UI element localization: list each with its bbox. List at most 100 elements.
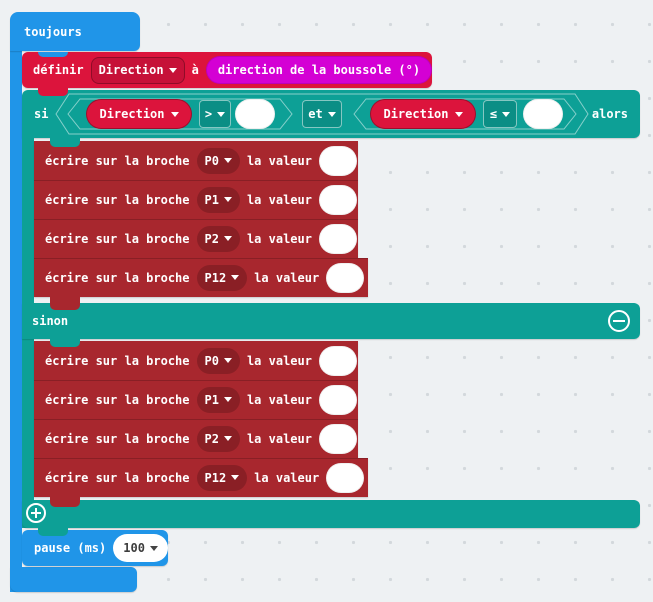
pin-dropdown[interactable]: P1 bbox=[196, 386, 240, 413]
write-pin-label: écrire sur la broche bbox=[45, 153, 190, 168]
condition2-operator-dropdown[interactable]: ≤ bbox=[483, 100, 517, 128]
pin-dropdown-value: P2 bbox=[204, 431, 219, 446]
else-bar[interactable]: sinon bbox=[22, 297, 640, 339]
condition1-variable-label: Direction bbox=[99, 107, 165, 121]
write-pin-label: écrire sur la broche bbox=[45, 392, 190, 407]
value-label: la valeur bbox=[254, 270, 320, 285]
write-pin-label: écrire sur la broche bbox=[45, 231, 190, 246]
digital-write-block-else-p12[interactable]: écrire sur la broche P12 la valeur bbox=[34, 458, 368, 497]
caret-down-icon bbox=[223, 436, 232, 441]
condition2-value-input[interactable] bbox=[523, 99, 563, 129]
compass-heading-label: direction de la boussole (°) bbox=[217, 63, 421, 77]
pin-dropdown[interactable]: P2 bbox=[196, 225, 240, 252]
pin-value-input[interactable] bbox=[326, 462, 365, 493]
caret-down-icon bbox=[223, 358, 232, 363]
pin-dropdown[interactable]: P1 bbox=[196, 186, 240, 213]
caret-down-icon bbox=[170, 111, 179, 117]
digital-write-block-then-p12[interactable]: écrire sur la broche P12 la valeur bbox=[34, 258, 368, 297]
pause-duration-dropdown[interactable]: 100 bbox=[113, 534, 168, 562]
caret-down-icon bbox=[149, 545, 158, 551]
condition1-variable-reporter[interactable]: Direction bbox=[86, 99, 192, 129]
value-label: la valeur bbox=[246, 353, 312, 368]
value-label: la valeur bbox=[246, 153, 312, 168]
caret-down-icon bbox=[231, 475, 240, 480]
to-label: à bbox=[191, 63, 199, 77]
pin-dropdown-value: P1 bbox=[204, 392, 219, 407]
caret-down-icon bbox=[327, 111, 336, 117]
write-pin-label: écrire sur la broche bbox=[45, 270, 190, 285]
caret-down-icon bbox=[231, 275, 240, 280]
pin-dropdown-value: P1 bbox=[204, 192, 219, 207]
value-label: la valeur bbox=[254, 470, 320, 485]
value-label: la valeur bbox=[246, 431, 312, 446]
condition2-variable-reporter[interactable]: Direction bbox=[370, 99, 476, 129]
plus-circle-icon[interactable] bbox=[26, 503, 46, 523]
pin-value-input[interactable] bbox=[318, 184, 357, 215]
write-pin-label: écrire sur la broche bbox=[45, 192, 190, 207]
forever-block-header[interactable]: toujours bbox=[10, 12, 140, 51]
pin-dropdown-value: P12 bbox=[204, 270, 227, 285]
pause-label: pause (ms) bbox=[34, 541, 107, 555]
forever-block-spine bbox=[10, 40, 22, 592]
digital-write-block-else-p0[interactable]: écrire sur la broche P0 la valeur bbox=[34, 338, 358, 380]
caret-down-icon bbox=[168, 67, 177, 73]
caret-down-icon bbox=[223, 236, 232, 241]
minus-circle-icon[interactable] bbox=[608, 310, 630, 332]
and-or-dropdown[interactable]: et bbox=[302, 100, 342, 128]
value-label: la valeur bbox=[246, 392, 312, 407]
value-label: la valeur bbox=[246, 192, 312, 207]
pin-dropdown-value: P0 bbox=[204, 353, 219, 368]
pin-value-input[interactable] bbox=[318, 384, 357, 415]
pause-block[interactable]: pause (ms) 100 bbox=[22, 527, 168, 566]
condition2-variable-label: Direction bbox=[383, 107, 449, 121]
forever-label: toujours bbox=[24, 24, 82, 39]
pin-dropdown-value: P2 bbox=[204, 231, 219, 246]
condition2-operator-label: ≤ bbox=[489, 107, 498, 121]
pin-dropdown[interactable]: P2 bbox=[196, 425, 240, 452]
caret-down-icon bbox=[502, 111, 511, 117]
digital-write-block-else-p1[interactable]: écrire sur la broche P1 la valeur bbox=[34, 380, 358, 419]
caret-down-icon bbox=[223, 158, 232, 163]
pin-value-input[interactable] bbox=[318, 423, 357, 454]
forever-block-footer bbox=[10, 567, 137, 592]
set-variable-block[interactable]: définir Direction à direction de la bous… bbox=[22, 52, 433, 88]
pin-value-input[interactable] bbox=[326, 262, 365, 293]
pin-dropdown-value: P12 bbox=[204, 470, 227, 485]
condition-hexagon-outlines bbox=[55, 93, 589, 135]
pin-dropdown[interactable]: P12 bbox=[196, 264, 248, 291]
then-label: alors bbox=[591, 107, 628, 121]
digital-write-block-else-p2[interactable]: écrire sur la broche P2 la valeur bbox=[34, 419, 358, 458]
write-pin-label: écrire sur la broche bbox=[45, 431, 190, 446]
variable-dropdown-value: Direction bbox=[98, 63, 164, 77]
set-label: définir bbox=[33, 63, 84, 77]
pin-value-input[interactable] bbox=[318, 145, 357, 176]
condition1-operator-label: > bbox=[204, 107, 213, 121]
else-label: sinon bbox=[32, 314, 69, 328]
pin-value-input[interactable] bbox=[318, 345, 357, 376]
digital-write-block-then-p2[interactable]: écrire sur la broche P2 la valeur bbox=[34, 219, 358, 258]
value-label: la valeur bbox=[246, 231, 312, 246]
condition1-value-input[interactable] bbox=[235, 99, 275, 129]
pin-dropdown[interactable]: P12 bbox=[196, 464, 248, 491]
condition1-operator-dropdown[interactable]: > bbox=[199, 100, 231, 128]
digital-write-block-then-p0[interactable]: écrire sur la broche P0 la valeur bbox=[34, 138, 358, 180]
pin-value-input[interactable] bbox=[318, 223, 357, 254]
compass-heading-reporter[interactable]: direction de la boussole (°) bbox=[205, 56, 433, 84]
pin-dropdown-value: P0 bbox=[204, 153, 219, 168]
if-block-header[interactable]: si Direction > et Direction ≤ alors bbox=[22, 87, 640, 138]
write-pin-label: écrire sur la broche bbox=[45, 353, 190, 368]
write-pin-label: écrire sur la broche bbox=[45, 470, 190, 485]
pin-dropdown[interactable]: P0 bbox=[196, 147, 240, 174]
pin-dropdown[interactable]: P0 bbox=[196, 347, 240, 374]
caret-down-icon bbox=[217, 111, 226, 117]
digital-write-block-then-p1[interactable]: écrire sur la broche P1 la valeur bbox=[34, 180, 358, 219]
if-label: si bbox=[34, 107, 49, 121]
variable-dropdown[interactable]: Direction bbox=[90, 56, 185, 84]
pause-duration-value: 100 bbox=[123, 541, 145, 555]
caret-down-icon bbox=[454, 111, 463, 117]
if-block-end-bar[interactable] bbox=[22, 496, 640, 528]
caret-down-icon bbox=[223, 397, 232, 402]
and-operator-label: et bbox=[308, 107, 323, 121]
caret-down-icon bbox=[223, 197, 232, 202]
